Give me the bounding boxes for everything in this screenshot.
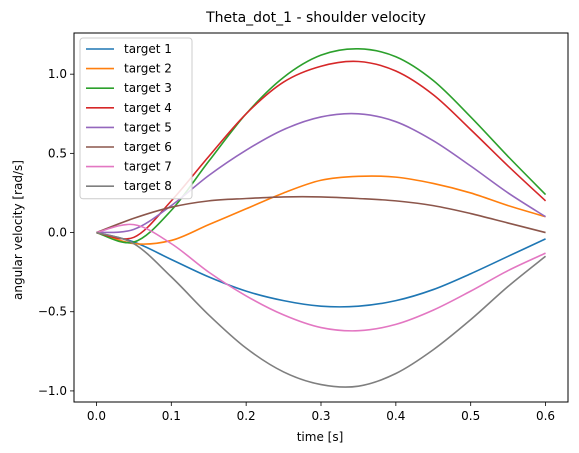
legend-label: target 1 — [124, 42, 172, 56]
series-line-1 — [96, 231, 546, 308]
plot-lines — [96, 48, 547, 388]
y-axis: −1.0 −0.5 0.0 0.5 1.0 — [38, 67, 74, 398]
series-line-2 — [96, 175, 546, 245]
y-axis-label: angular velocity [rad/s] — [11, 160, 25, 300]
x-tick-label: 0.6 — [536, 409, 555, 423]
y-tick-label: −0.5 — [38, 305, 67, 319]
legend: target 1 target 2 target 3 target 4 target 5… — [79, 37, 193, 200]
legend-label: target 2 — [124, 62, 172, 76]
y-tick-label: −1.0 — [38, 384, 67, 398]
legend-label: target 5 — [124, 120, 172, 134]
legend-box — [79, 37, 193, 200]
x-tick-label: 0.3 — [311, 409, 330, 423]
x-tick-label: 0.5 — [461, 409, 480, 423]
legend-label: target 4 — [124, 101, 172, 115]
x-axis: 0.0 0.1 0.2 0.3 0.4 0.5 0.6 — [87, 402, 555, 423]
x-tick-label: 0.4 — [386, 409, 405, 423]
legend-label: target 7 — [124, 160, 172, 174]
series-line-8 — [96, 231, 547, 388]
x-tick-label: 0.0 — [87, 409, 106, 423]
chart-title: Theta_dot_1 - shoulder velocity — [205, 10, 426, 26]
x-tick-label: 0.1 — [162, 409, 181, 423]
series-line-5 — [96, 112, 546, 234]
y-tick-label: 0.0 — [48, 226, 67, 240]
series-line-6 — [96, 195, 546, 234]
y-tick-label: 0.5 — [48, 146, 67, 160]
x-tick-label: 0.2 — [237, 409, 256, 423]
legend-label: target 8 — [124, 179, 172, 193]
legend-label: target 3 — [124, 81, 172, 95]
legend-label: target 6 — [124, 140, 172, 154]
series-line-4 — [96, 60, 547, 240]
series-line-7 — [96, 223, 546, 332]
x-axis-label: time [s] — [297, 430, 344, 444]
y-tick-label: 1.0 — [48, 67, 67, 81]
series-line-3 — [96, 48, 547, 244]
